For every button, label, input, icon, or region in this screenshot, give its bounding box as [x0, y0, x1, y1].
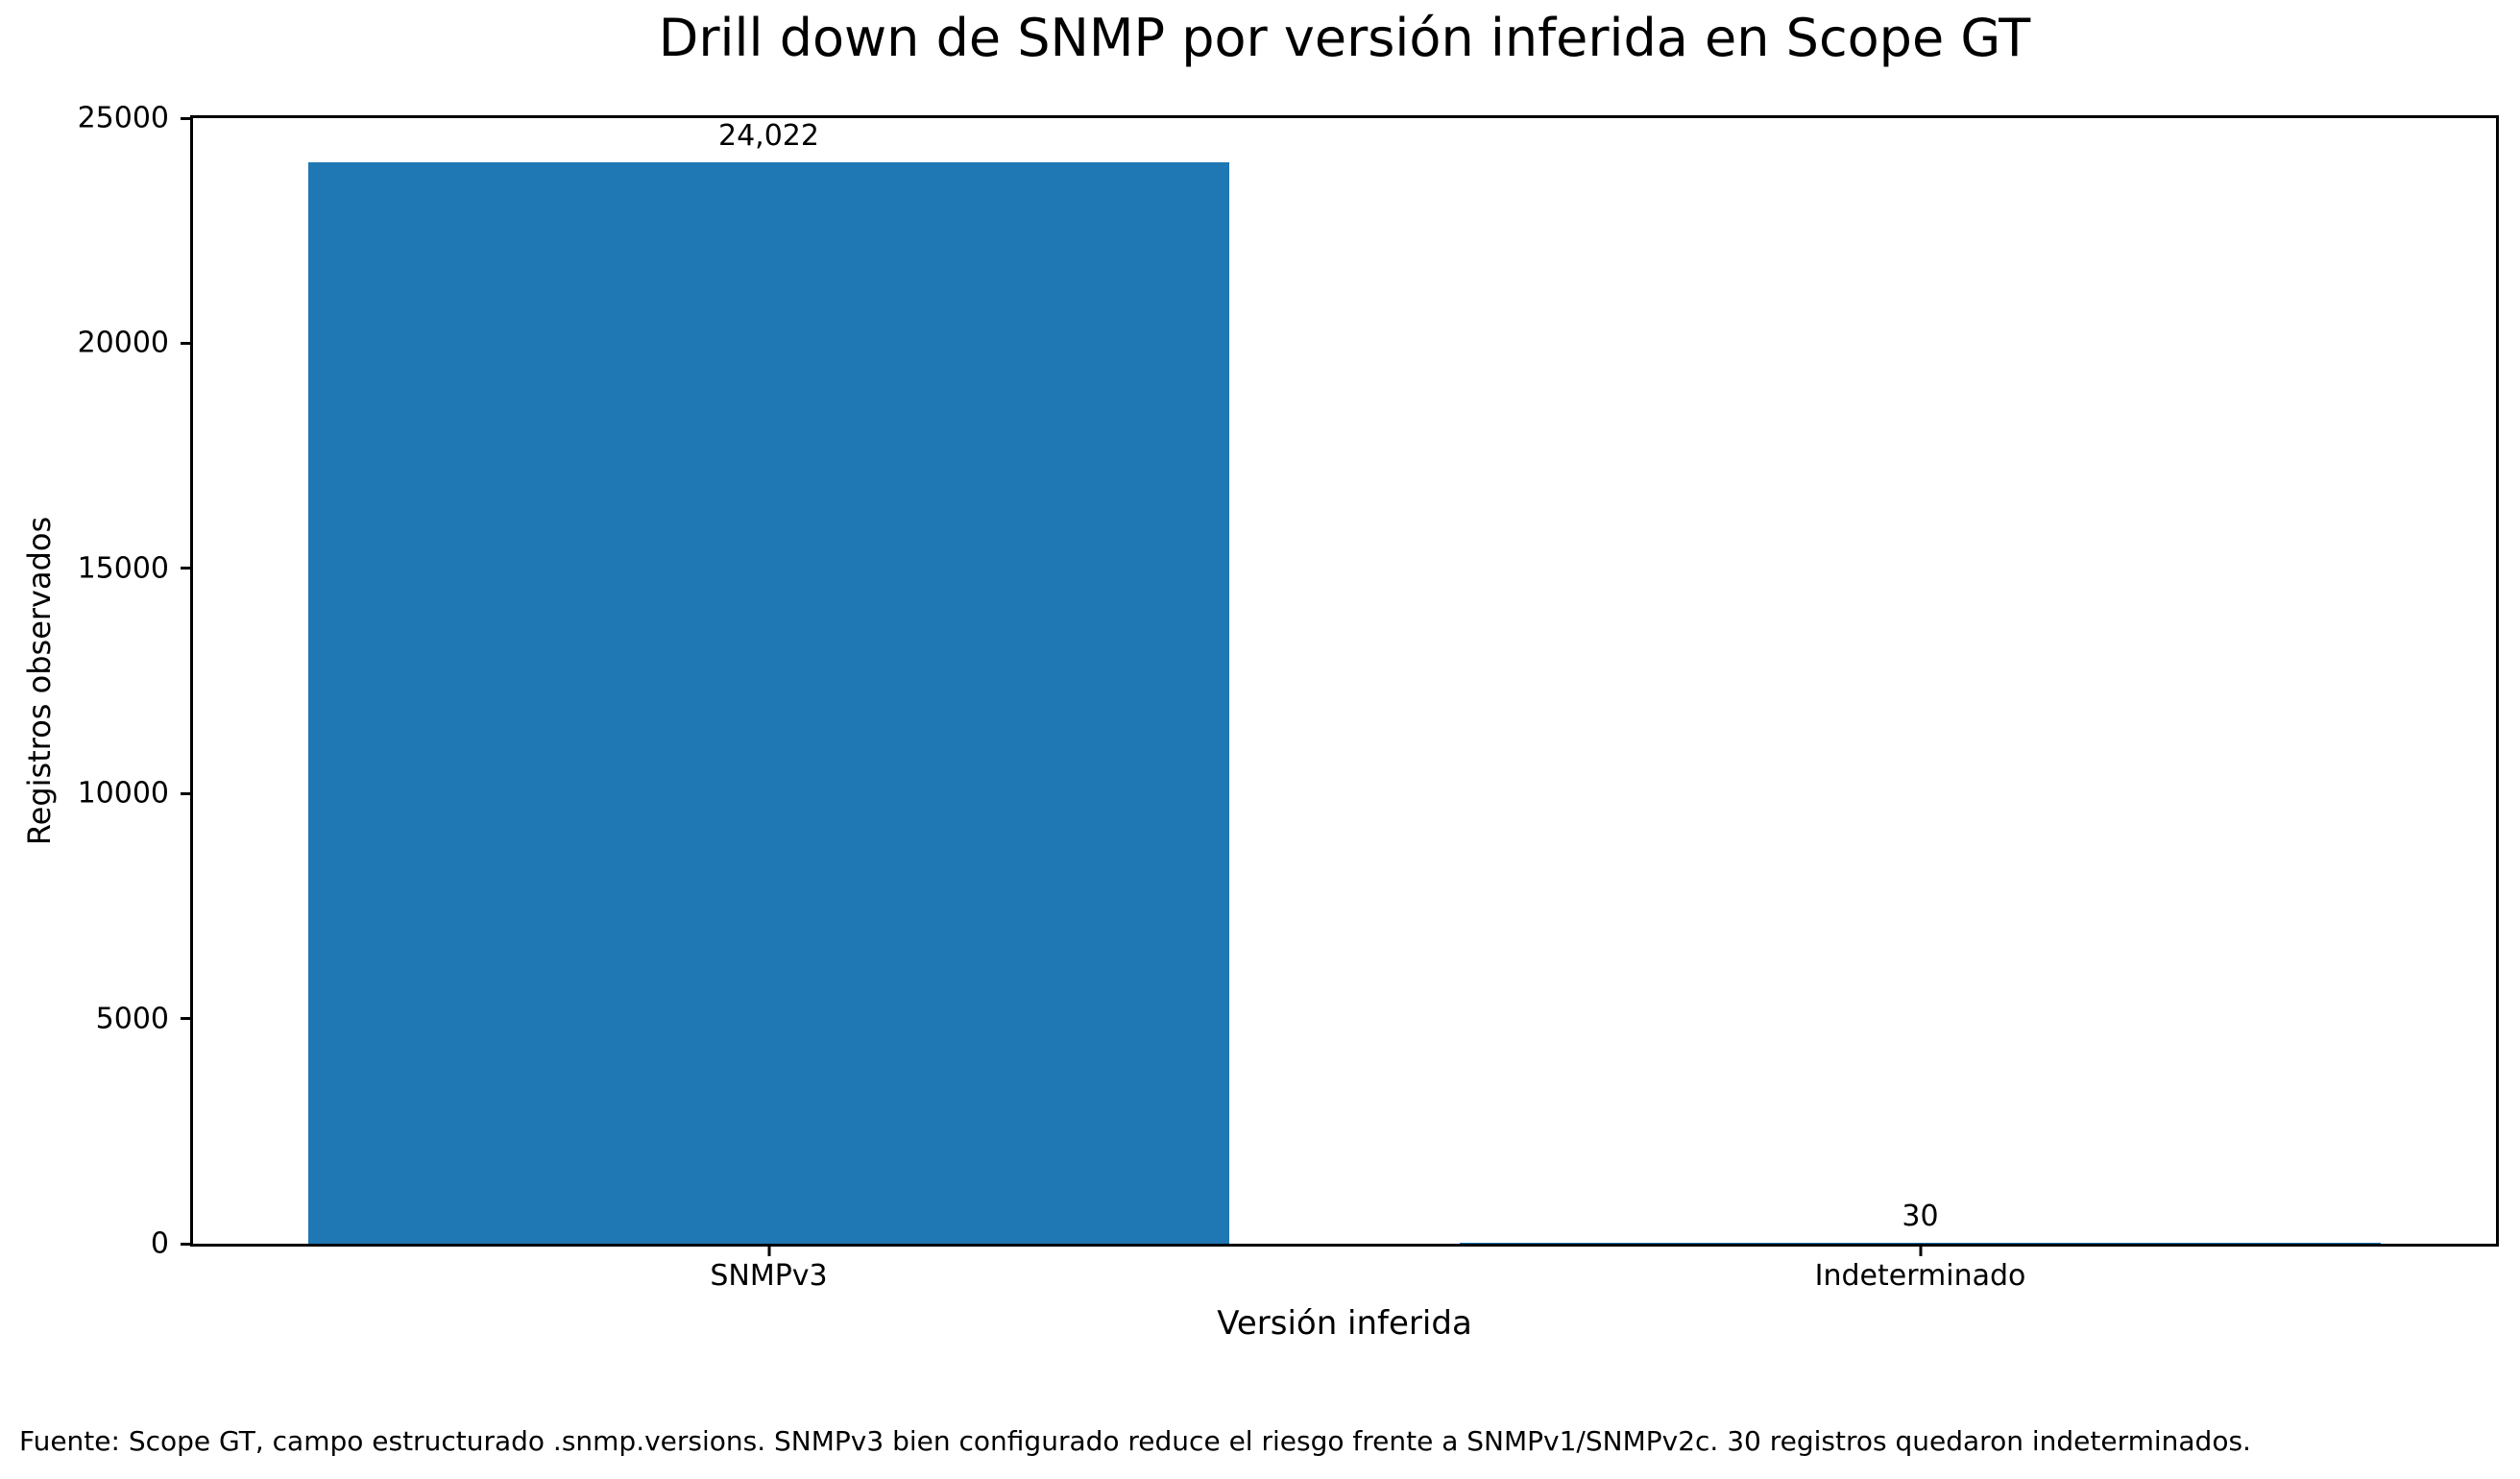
x-tick-label: Indeterminado	[1814, 1259, 2026, 1293]
y-tick-label: 15000	[77, 551, 169, 586]
plot-area: 0 5000 10000 15000 20000 25000 24,022 SNMPv3 30 I…	[78, 102, 2499, 1293]
y-tick-label: 20000	[77, 326, 169, 360]
bar-value-label: 24,022	[718, 118, 819, 153]
x-tick-mark	[767, 1247, 770, 1256]
x-tick-mark	[1919, 1247, 1922, 1256]
y-tick-mark	[181, 791, 190, 795]
bar-value-label: 30	[1902, 1199, 1939, 1233]
y-tick-mark	[181, 116, 190, 120]
x-tick-label: SNMPv3	[710, 1259, 828, 1293]
y-tick-mark	[181, 1242, 190, 1246]
chart-title: Drill down de SNMP por versión inferida …	[658, 8, 2031, 68]
y-axis-title: Registros observados	[21, 516, 58, 846]
bar-indeterminado	[1459, 1242, 2382, 1244]
y-tick-label: 5000	[95, 1002, 169, 1036]
y-tick-label: 25000	[77, 101, 169, 135]
y-tick-label: 10000	[77, 776, 169, 811]
footer-note: Fuente: Scope GT, campo estructurado .sn…	[19, 1425, 2251, 1457]
bar-snmpv3	[307, 161, 1230, 1244]
y-tick-mark	[181, 341, 190, 345]
x-axis-title: Versión inferida	[1217, 1304, 1472, 1343]
y-tick-mark	[181, 1017, 190, 1021]
y-tick-mark	[181, 567, 190, 570]
y-tick-label: 0	[150, 1226, 169, 1261]
